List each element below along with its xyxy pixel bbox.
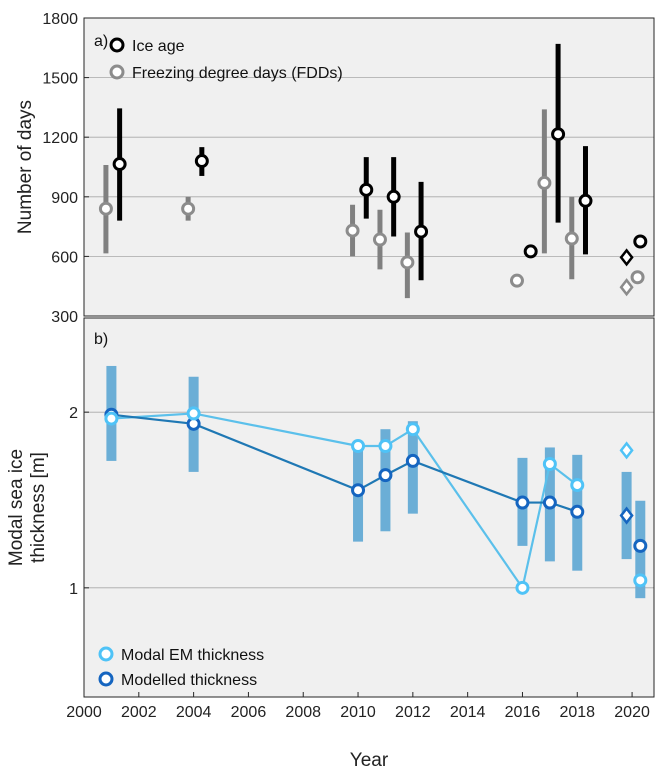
ice-age-point-1 <box>194 154 209 169</box>
modelled-point-2 <box>351 483 366 498</box>
modal-em-point-0 <box>104 411 119 426</box>
xtick-label-0: 2000 <box>66 704 102 721</box>
fdd-point-5 <box>509 273 524 288</box>
panel-a-frame <box>83 17 655 317</box>
ytick-label-a-2: 900 <box>51 190 78 207</box>
xtick-label-1: 2002 <box>121 704 157 721</box>
panel-a-background <box>84 18 654 316</box>
fdd-point-2 <box>345 223 360 238</box>
ytick-label-a-4: 1500 <box>42 71 78 88</box>
modelled-point-8 <box>633 538 648 553</box>
ytick-label-b-1: 2 <box>69 405 78 422</box>
legend-label-modal-em: Modal EM thickness <box>121 647 264 664</box>
panel-b-legend: Modal EM thickness Modelled thickness <box>98 646 264 689</box>
ice-age-point-2 <box>359 182 374 197</box>
modelled-point-3 <box>378 468 393 483</box>
ice-age-point-5 <box>523 244 538 259</box>
modal-em-point-1 <box>186 406 201 421</box>
ytick-label-a-5: 1800 <box>42 11 78 28</box>
xtick-label-6: 2012 <box>395 704 431 721</box>
modelled-point-5 <box>515 495 530 510</box>
ytick-label-a-3: 1200 <box>42 130 78 147</box>
fdd-point-8 <box>630 270 645 285</box>
fdd-point-7 <box>564 231 579 246</box>
xtick-label-9: 2018 <box>559 704 595 721</box>
fdd-point-6 <box>537 175 552 190</box>
ice-age-point-7 <box>578 193 593 208</box>
fdd-point-0 <box>98 201 113 216</box>
panel-b-background <box>84 318 654 697</box>
legend-marker-modelled <box>98 671 114 687</box>
modal-em-point-7 <box>570 478 585 493</box>
modal-em-point-5 <box>515 580 530 595</box>
modal-em-point-3 <box>378 439 393 454</box>
panel-a-yticks: 300 600 900 1200 1500 1800 <box>42 11 78 326</box>
xtick-label-5: 2010 <box>340 704 376 721</box>
ice-age-diamond-point-0 <box>619 248 634 267</box>
legend-marker-ice-age <box>109 37 125 53</box>
ice-age-point-0 <box>112 157 127 172</box>
legend-label-ice-age: Ice age <box>132 38 185 55</box>
panel-b-marks <box>104 365 648 599</box>
panel-b-ylabel-line2: thickness [m] <box>28 452 49 563</box>
modal-em-point-4 <box>405 422 420 437</box>
modal-em-diamond-point-0 <box>619 441 634 460</box>
fdd-point-3 <box>372 232 387 247</box>
panel-a-legend: Ice age Freezing degree days (FDDs) <box>109 37 343 82</box>
ytick-label-b-0: 1 <box>69 581 78 598</box>
fdd-point-1 <box>181 201 196 216</box>
modelled-diamond-point-0 <box>619 506 634 525</box>
ytick-label-a-1: 600 <box>51 249 78 266</box>
panel-a-ylabel: Number of days <box>15 100 36 234</box>
legend-marker-fdd <box>109 64 125 80</box>
legend-marker-modal-em <box>98 646 114 662</box>
panel-b-yticks: 12 <box>69 405 78 598</box>
panel-b-frame <box>83 317 655 698</box>
modal-em-point-6 <box>542 457 557 472</box>
xtick-label-2: 2004 <box>176 704 212 721</box>
modelled-point-6 <box>542 495 557 510</box>
ice-age-point-4 <box>414 224 429 239</box>
legend-label-modelled: Modelled thickness <box>121 672 257 689</box>
ytick-label-a-0: 300 <box>51 309 78 326</box>
modal-em-point-2 <box>351 439 366 454</box>
ice-age-point-3 <box>386 189 401 204</box>
modal-em-point-8 <box>633 573 648 588</box>
panel-b-label: b) <box>94 331 108 348</box>
xtick-label-4: 2008 <box>285 704 321 721</box>
xtick-label-10: 2020 <box>614 704 650 721</box>
ice-age-point-8 <box>633 234 648 249</box>
panel-b-grid <box>84 411 654 589</box>
fdd-point-4 <box>400 255 415 270</box>
modelled-point-7 <box>570 504 585 519</box>
xtick-label-8: 2016 <box>505 704 541 721</box>
panel-a-label: a) <box>94 33 108 50</box>
panel-b: 12 2000 2002 2004 2006 2008 2010 2012 2014 2016 2… <box>6 317 655 771</box>
fdd-diamond-point-0 <box>619 278 634 297</box>
legend-label-fdd: Freezing degree days (FDDs) <box>132 65 343 82</box>
modelled-point-4 <box>405 453 420 468</box>
panel-a-marks <box>98 43 648 299</box>
xtick-label-7: 2014 <box>450 704 486 721</box>
panel-b-ylabel-line1: Modal sea ice <box>6 449 27 566</box>
modal-em-line-0 <box>111 412 578 591</box>
panel-b-xlabel: Year <box>350 750 389 771</box>
xtick-label-3: 2006 <box>231 704 267 721</box>
panel-b-xticks: 2000 2002 2004 2006 2008 2010 2012 2014 2016 2018… <box>66 692 650 721</box>
ice-age-point-6 <box>551 127 566 142</box>
